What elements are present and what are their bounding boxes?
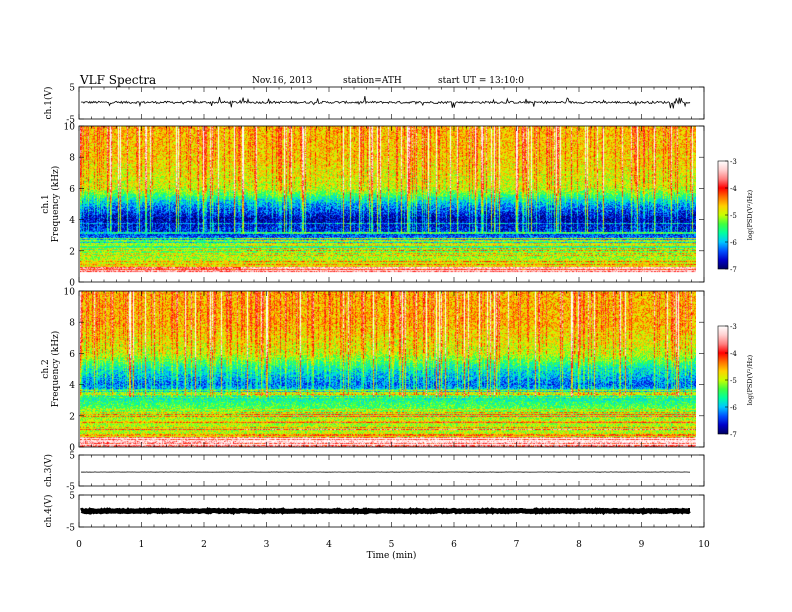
y-tick-label: 8 bbox=[69, 154, 75, 164]
y-tick-label: 2 bbox=[69, 247, 75, 257]
y-axis-label: Frequency (kHz) bbox=[50, 166, 61, 243]
y-tick-label: 0 bbox=[69, 279, 75, 289]
y-tick-label: 5 bbox=[69, 452, 75, 462]
x-tick-label: 5 bbox=[389, 540, 395, 550]
y-axis-label: ch.1 bbox=[41, 194, 51, 213]
signal-trace bbox=[80, 96, 691, 109]
colorbar-label: log(PSD(V²/Hz) bbox=[746, 354, 754, 405]
colorbars: -3 -4 -5 -6 -7 log(PSD(V²/Hz) -3 -4 -5 -6 -7 log(PS… bbox=[717, 158, 754, 439]
y-axis-label: ch.1(V) bbox=[43, 87, 54, 120]
spectrogram-image bbox=[80, 126, 696, 282]
y-tick-label: 4 bbox=[69, 381, 75, 391]
ch3-voltage-panel: 5 -5 ch.3(V) bbox=[43, 452, 705, 493]
x-tick-label: 10 bbox=[698, 540, 710, 550]
y-tick-label: 4 bbox=[69, 216, 75, 226]
y-tick-label: 2 bbox=[69, 412, 75, 422]
colorbar-tick-label: -4 bbox=[730, 350, 737, 358]
y-tick-label: -5 bbox=[66, 116, 75, 126]
colorbar-tick-label: -5 bbox=[730, 377, 737, 385]
y-tick-label: 6 bbox=[69, 350, 75, 360]
y-tick-label: 6 bbox=[69, 185, 75, 195]
y-tick-label: 0 bbox=[69, 444, 75, 454]
y-axis-label: ch.3(V) bbox=[43, 454, 54, 487]
spectrogram-image bbox=[80, 291, 696, 447]
x-tick-label: 4 bbox=[326, 540, 332, 550]
y-axis-label: ch.2 bbox=[41, 359, 51, 378]
x-tick-label: 8 bbox=[576, 540, 582, 550]
y-tick-label: 10 bbox=[64, 123, 76, 133]
x-tick-label: 6 bbox=[451, 540, 457, 550]
y-axis-label: Frequency (kHz) bbox=[50, 331, 61, 408]
x-axis-label: Time (min) bbox=[367, 550, 417, 561]
x-tick-label: 1 bbox=[139, 540, 145, 550]
figure-title: VLF Spectra bbox=[79, 73, 156, 87]
start-time-label: start UT = 13:10:0 bbox=[438, 76, 524, 86]
y-tick-label: -5 bbox=[66, 483, 75, 493]
ch4-voltage-panel: 5 -5 ch.4(V) 0 1 2 3 4 5 6 7 8 9 10 Time (min) bbox=[43, 492, 710, 562]
colorbar-tick-label: -3 bbox=[730, 323, 737, 331]
colorbar-tick-label: -4 bbox=[730, 185, 737, 193]
date-label: Nov.16, 2013 bbox=[252, 76, 313, 86]
colorbar-tick-label: -3 bbox=[730, 158, 737, 166]
y-tick-label: 8 bbox=[69, 319, 75, 329]
x-tick-label: 2 bbox=[201, 540, 207, 550]
ch1-spectrogram-panel: 0 2 4 6 8 10 ch.1 Frequency (kHz) bbox=[41, 123, 705, 289]
y-tick-label: 5 bbox=[69, 492, 75, 502]
ch2-spectrogram-panel: 0 2 4 6 8 10 ch.2 Frequency (kHz) bbox=[41, 288, 705, 454]
signal-trace bbox=[80, 507, 691, 516]
colorbar-tick-label: -7 bbox=[730, 266, 737, 274]
colorbar-tick-label: -7 bbox=[730, 431, 737, 439]
colorbar-tick-label: -6 bbox=[730, 239, 737, 247]
x-tick-label: 0 bbox=[76, 540, 82, 550]
colorbar-tick-label: -5 bbox=[730, 212, 737, 220]
x-tick-label: 3 bbox=[264, 540, 270, 550]
ch1-voltage-panel: 5 -5 ch.1(V) bbox=[43, 84, 705, 126]
station-label: station=ATH bbox=[343, 76, 402, 86]
x-tick-label: 9 bbox=[639, 540, 645, 550]
y-axis-label: ch.4(V) bbox=[43, 495, 54, 528]
y-tick-label: 5 bbox=[69, 84, 75, 94]
colorbar-label: log(PSD(V²/Hz) bbox=[746, 189, 754, 240]
x-tick-label: 7 bbox=[514, 540, 520, 550]
y-tick-label: 10 bbox=[64, 288, 76, 298]
colorbar-tick-label: -6 bbox=[730, 404, 737, 412]
y-tick-label: -5 bbox=[66, 524, 75, 534]
